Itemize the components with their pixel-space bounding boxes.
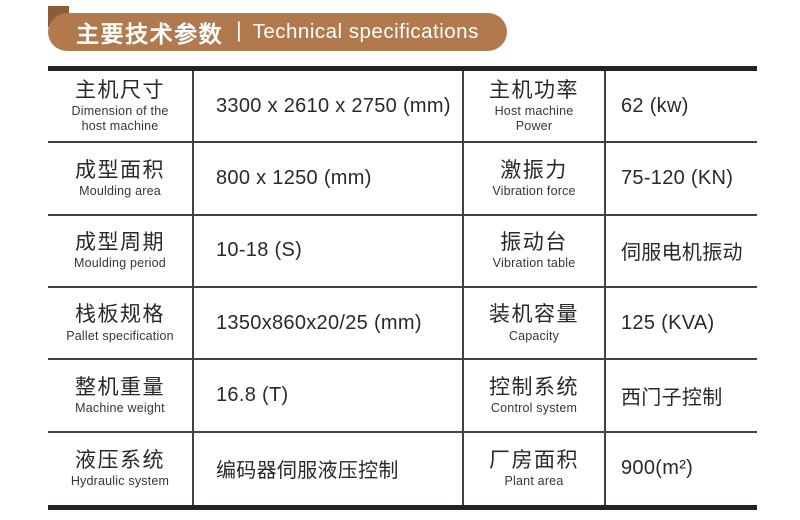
- label-en: Vibration force: [492, 183, 576, 198]
- value-text: 16.8 (T): [216, 383, 289, 406]
- spec-value-machine-weight: 16.8 (T): [194, 360, 464, 433]
- label-en: Moulding area: [79, 183, 161, 198]
- value-text: 伺服电机振动: [621, 242, 743, 265]
- spec-label-moulding-period: 成型周期 Moulding period: [48, 215, 194, 288]
- label-en: Plant area: [504, 474, 564, 489]
- spec-label-hydraulic-system: 液压系统 Hydraulic system: [48, 432, 194, 505]
- value-text: 编码器伺服液压控制: [216, 460, 399, 483]
- banner-title-zh: 主要技术参数: [76, 21, 224, 47]
- spec-label-control-system: 控制系统 Control system: [464, 360, 606, 433]
- header-banner: 主要技术参数 | Technical specifications: [48, 13, 507, 51]
- spec-table: 主机尺寸 Dimension of the host machine 3300 …: [48, 66, 757, 510]
- spec-label-host-dimension: 主机尺寸 Dimension of the host machine: [48, 71, 194, 144]
- value-text: 10-18 (S): [216, 239, 303, 262]
- spec-value-vibration-force: 75-120 (KN): [606, 143, 757, 216]
- value-text: 900(m²): [621, 457, 694, 480]
- value-text: 1350x860x20/25 (mm): [216, 311, 422, 334]
- label-zh: 主机尺寸: [75, 79, 165, 103]
- label-zh: 栈板规格: [75, 303, 165, 327]
- label-en: Dimension of the host machine: [71, 104, 169, 133]
- label-zh: 振动台: [500, 231, 568, 255]
- value-text: 125 (KVA): [621, 311, 715, 334]
- label-zh: 控制系统: [489, 375, 579, 399]
- label-en: Machine weight: [75, 400, 165, 415]
- spec-label-vibration-force: 激振力 Vibration force: [464, 143, 606, 216]
- spec-label-machine-weight: 整机重量 Machine weight: [48, 360, 194, 433]
- spec-label-host-power: 主机功率 Host machine Power: [464, 71, 606, 144]
- label-zh: 整机重量: [75, 375, 165, 399]
- label-zh: 液压系统: [75, 449, 165, 473]
- value-text: 3300 x 2610 x 2750 (mm): [216, 94, 451, 117]
- spec-value-host-dimension: 3300 x 2610 x 2750 (mm): [194, 71, 464, 144]
- spec-value-vibration-table: 伺服电机振动: [606, 216, 757, 288]
- label-en: Host machine Power: [494, 104, 574, 133]
- value-text: 800 x 1250 (mm): [216, 166, 372, 189]
- spec-label-pallet-specification: 栈板规格 Pallet specification: [48, 288, 194, 361]
- label-en: Capacity: [508, 328, 560, 343]
- label-en: Hydraulic system: [70, 474, 170, 489]
- spec-value-moulding-period: 10-18 (S): [194, 215, 464, 288]
- spec-value-plant-area: 900(m²): [606, 433, 757, 505]
- label-zh: 厂房面积: [489, 449, 579, 473]
- value-text: 62 (kw): [621, 94, 689, 117]
- spec-value-hydraulic-system: 编码器伺服液压控制: [194, 432, 464, 505]
- label-zh: 激振力: [500, 158, 568, 182]
- spec-value-host-power: 62 (kw): [606, 71, 757, 144]
- label-zh: 装机容量: [489, 303, 579, 327]
- label-en: Control system: [490, 400, 578, 415]
- spec-value-capacity: 125 (KVA): [606, 288, 757, 361]
- label-en: Vibration table: [492, 256, 576, 271]
- spec-label-moulding-area: 成型面积 Moulding area: [48, 143, 194, 216]
- spec-label-vibration-table: 振动台 Vibration table: [464, 215, 606, 288]
- banner-title-en: Technical specifications: [252, 20, 479, 43]
- banner-separator: |: [236, 19, 242, 42]
- label-zh: 成型周期: [75, 231, 165, 255]
- spec-label-capacity: 装机容量 Capacity: [464, 288, 606, 361]
- spec-value-control-system: 西门子控制: [606, 360, 757, 433]
- value-text: 75-120 (KN): [621, 166, 734, 189]
- label-en: Moulding period: [74, 256, 166, 271]
- label-zh: 主机功率: [489, 79, 579, 103]
- spec-value-pallet-specification: 1350x860x20/25 (mm): [194, 288, 464, 361]
- value-text: 西门子控制: [621, 386, 723, 409]
- spec-label-plant-area: 厂房面积 Plant area: [464, 432, 606, 505]
- label-zh: 成型面积: [75, 158, 165, 182]
- spec-value-moulding-area: 800 x 1250 (mm): [194, 143, 464, 216]
- label-en: Pallet specification: [66, 328, 174, 343]
